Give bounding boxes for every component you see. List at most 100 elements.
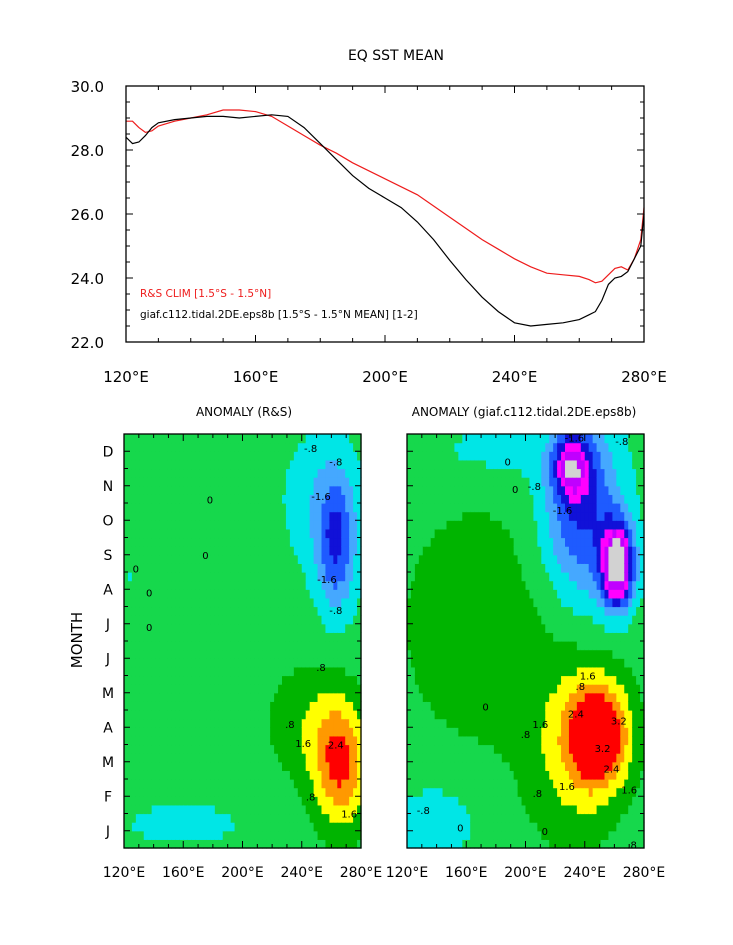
heatmap-cell: [282, 770, 287, 780]
heatmap-cell: [246, 830, 251, 840]
heatmap-cell: [262, 701, 267, 711]
heatmap-cell: [333, 451, 338, 461]
heatmap-cell: [179, 649, 184, 659]
heatmap-cell: [214, 623, 220, 633]
heatmap-cell: [159, 606, 165, 616]
heatmap-cell: [486, 572, 491, 582]
heatmap-cell: [466, 537, 471, 547]
heatmap-cell: [167, 822, 172, 832]
heatmap-cell: [309, 779, 315, 789]
heatmap-cell: [305, 779, 311, 789]
heatmap-cell: [509, 675, 515, 685]
heatmap-cell: [139, 563, 145, 573]
heatmap-cell: [533, 468, 538, 478]
heatmap-cell: [222, 520, 228, 530]
heatmap-cell: [242, 528, 248, 539]
heatmap-cell: [278, 511, 283, 521]
heatmap-cell: [250, 546, 255, 556]
heatmap-cell: [438, 761, 444, 771]
heatmap-cell: [246, 528, 251, 539]
heatmap-cell: [195, 615, 200, 625]
heatmap-cell: [199, 477, 204, 487]
heatmap-cell: [458, 434, 463, 444]
heatmap-cell: [541, 735, 546, 746]
heatmap-cell: [418, 822, 424, 832]
month-label: J: [105, 824, 110, 840]
heatmap-cell: [458, 477, 463, 487]
heatmap-cell: [218, 649, 224, 659]
heatmap-cell: [187, 761, 192, 771]
heatmap-cell: [353, 675, 358, 685]
heatmap-cell: [297, 735, 303, 746]
heatmap-cell: [553, 589, 558, 599]
heatmap-cell: [242, 727, 248, 737]
heatmap-cell: [266, 684, 271, 694]
heatmap-cell: [187, 666, 192, 677]
heatmap-cell: [325, 684, 330, 694]
heatmap-cell: [410, 606, 416, 616]
heatmap-cell: [426, 554, 432, 564]
heatmap-cell: [127, 701, 133, 711]
heatmap-cell: [410, 468, 416, 478]
heatmap-cell: [171, 528, 176, 539]
heatmap-cell: [553, 839, 558, 849]
heatmap-cell: [446, 684, 452, 694]
heatmap-cell: [549, 477, 554, 487]
heatmap-cell: [422, 675, 428, 685]
heatmap-cell: [143, 442, 149, 452]
heatmap-cell: [466, 744, 471, 754]
heatmap-cell: [214, 632, 220, 642]
heatmap-cell: [545, 770, 550, 780]
heatmap-cell: [317, 459, 323, 470]
heatmap-cell: [422, 554, 428, 564]
heatmap-cell: [167, 813, 172, 823]
heatmap-cell: [282, 511, 287, 521]
heatmap-cell: [175, 503, 180, 513]
heatmap-cell: [305, 813, 311, 823]
heatmap-cell: [549, 822, 554, 832]
heatmap-cell: [353, 701, 358, 711]
heatmap-cell: [537, 623, 542, 633]
heatmap-cell: [274, 684, 279, 694]
heatmap-cell: [218, 451, 224, 461]
heatmap-cell: [329, 494, 334, 504]
heatmap-cell: [199, 822, 204, 832]
heatmap-cell: [266, 520, 271, 530]
heatmap-cell: [454, 822, 459, 832]
heatmap-cell: [187, 632, 192, 642]
heatmap-cell: [285, 511, 291, 521]
heatmap-cell: [127, 589, 133, 599]
heatmap-cell: [533, 563, 538, 573]
heatmap-cell: [258, 528, 263, 539]
heatmap-cell: [254, 580, 259, 590]
heatmap-cell: [529, 537, 534, 547]
heatmap-cell: [509, 597, 515, 608]
heatmap-cell: [557, 684, 562, 694]
heatmap-cell: [179, 632, 184, 642]
heatmap-cell: [466, 753, 471, 763]
heatmap-cell: [175, 692, 180, 702]
heatmap-cell: [187, 606, 192, 616]
heatmap-cell: [434, 744, 440, 754]
heatmap-cell: [557, 787, 562, 797]
heatmap-cell: [266, 442, 271, 452]
heatmap-cell: [533, 718, 538, 728]
heatmap-cell: [270, 779, 275, 789]
heatmap-cell: [349, 804, 354, 815]
heatmap-cell: [549, 597, 554, 608]
heatmap-cell: [497, 770, 503, 780]
heatmap-cell: [493, 761, 499, 771]
heatmap-cell: [317, 727, 323, 737]
heatmap-cell: [282, 537, 287, 547]
heatmap-cell: [438, 546, 444, 556]
heatmap-cell: [458, 830, 463, 840]
lon-tick-label: 120°E: [103, 865, 146, 881]
heatmap-cell: [418, 528, 424, 539]
heatmap-cell: [353, 572, 358, 582]
heatmap-cell: [274, 485, 279, 495]
heatmap-cell: [410, 442, 416, 452]
heatmap-cell: [214, 485, 220, 495]
heatmap-cell: [127, 606, 133, 616]
heatmap-cell: [313, 477, 319, 487]
heatmap-cell: [418, 692, 424, 702]
